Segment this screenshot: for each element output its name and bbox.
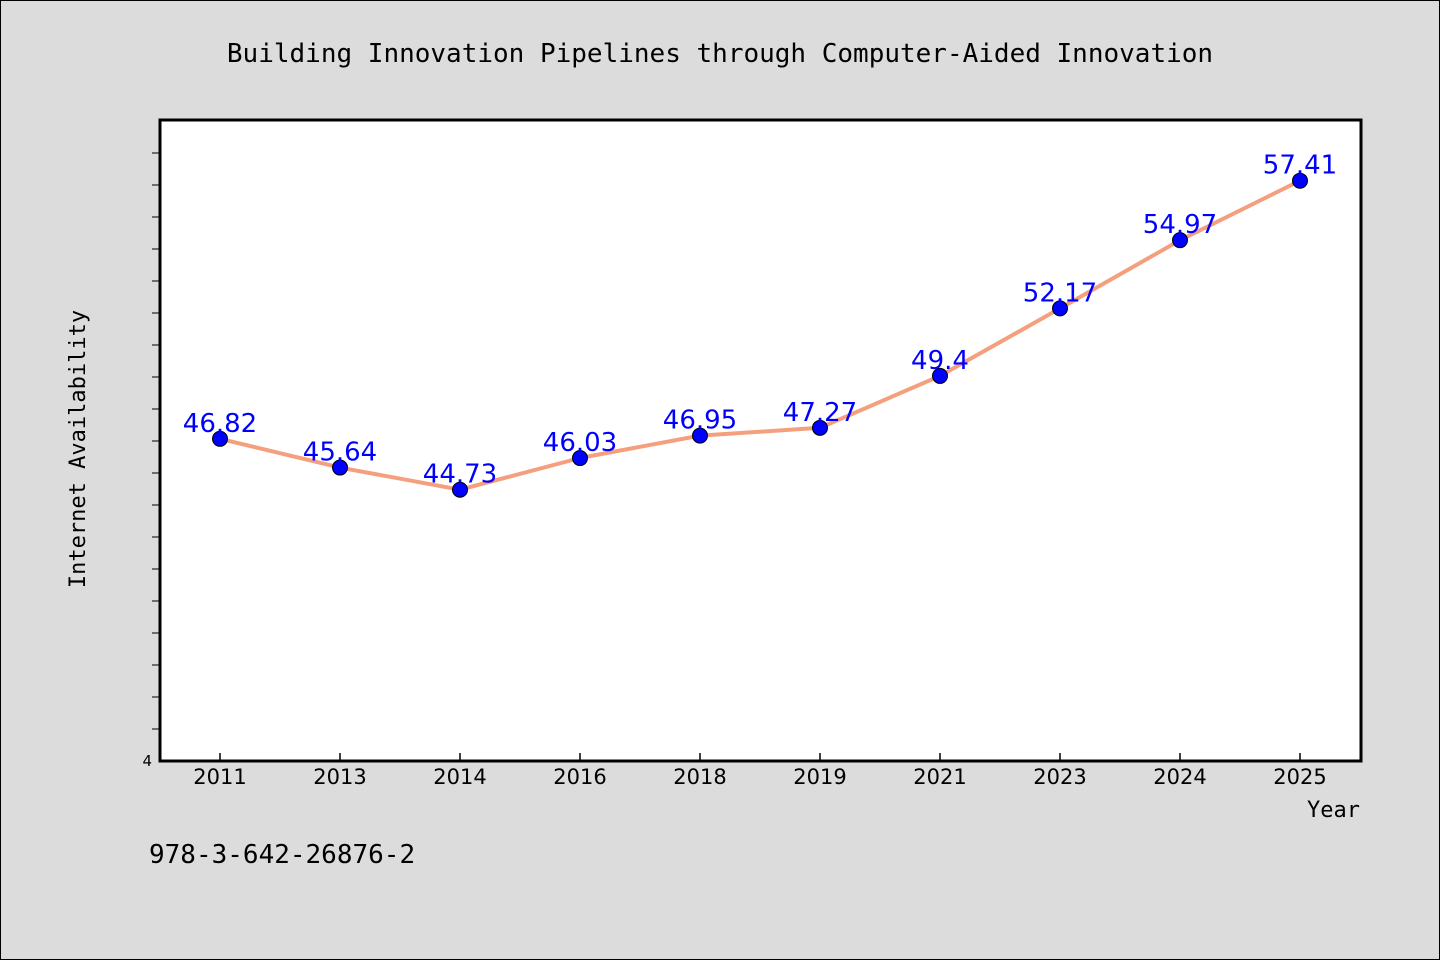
x-tick-label-2019: 2019 bbox=[793, 765, 846, 789]
y-axis-label: Internet Availability bbox=[66, 310, 91, 588]
x-tick-label-2021: 2021 bbox=[913, 765, 966, 789]
x-tick-label-2018: 2018 bbox=[673, 765, 726, 789]
series-markers bbox=[212, 172, 1308, 498]
x-tick-label-2023: 2023 bbox=[1033, 765, 1086, 789]
data-label-2018: 46.95 bbox=[663, 406, 737, 436]
series-data-labels: 46.82 45.64 44.73 46.03 46.95 47.27 49.4 52.17 5… bbox=[183, 151, 1337, 490]
data-label-2013: 45.64 bbox=[303, 438, 377, 468]
data-label-2016: 46.03 bbox=[543, 428, 617, 458]
series-line bbox=[219, 178, 1301, 492]
data-point-2018 bbox=[692, 427, 708, 444]
data-point-2024 bbox=[1172, 232, 1188, 249]
data-point-2021 bbox=[932, 367, 948, 384]
data-point-2023 bbox=[1052, 300, 1068, 317]
data-label-2021: 49.4 bbox=[911, 346, 969, 376]
data-label-2019: 47.27 bbox=[783, 398, 857, 428]
x-tick-label-2016: 2016 bbox=[553, 765, 606, 789]
x-tick-label-2024: 2024 bbox=[1153, 765, 1206, 789]
x-tick-label-2011: 2011 bbox=[193, 765, 246, 789]
data-point-2019 bbox=[812, 419, 828, 436]
plot-area bbox=[158, 118, 1363, 763]
data-label-2025: 57.41 bbox=[1263, 151, 1337, 181]
x-tick-label-2014: 2014 bbox=[433, 765, 486, 789]
x-tick-label-2025: 2025 bbox=[1273, 765, 1326, 789]
data-point-2014 bbox=[452, 481, 468, 498]
data-label-2024: 54.97 bbox=[1143, 210, 1217, 240]
data-point-2011 bbox=[212, 430, 228, 447]
y-tick-label-0: 4 bbox=[142, 752, 152, 770]
data-point-2013 bbox=[332, 459, 348, 476]
x-axis-label: Year bbox=[1307, 798, 1360, 823]
x-tick-label-2013: 2013 bbox=[313, 765, 366, 789]
chart-title: Building Innovation Pipelines through Co… bbox=[227, 39, 1213, 69]
y-axis-ticks bbox=[152, 152, 160, 730]
data-point-2025 bbox=[1292, 172, 1308, 189]
data-label-2014: 44.73 bbox=[423, 460, 497, 490]
x-axis-tick-labels: 2011 2013 2014 2016 2018 2019 2021 2023 2024 2025 bbox=[193, 765, 1326, 789]
isbn-text: 978-3-642-26876-2 bbox=[149, 840, 415, 870]
data-label-2023: 52.17 bbox=[1023, 278, 1097, 308]
y-axis-tick-labels: 4 bbox=[142, 752, 152, 770]
x-axis-ticks bbox=[219, 753, 1301, 761]
data-point-2016 bbox=[572, 450, 588, 467]
data-label-2011: 46.82 bbox=[183, 409, 257, 439]
